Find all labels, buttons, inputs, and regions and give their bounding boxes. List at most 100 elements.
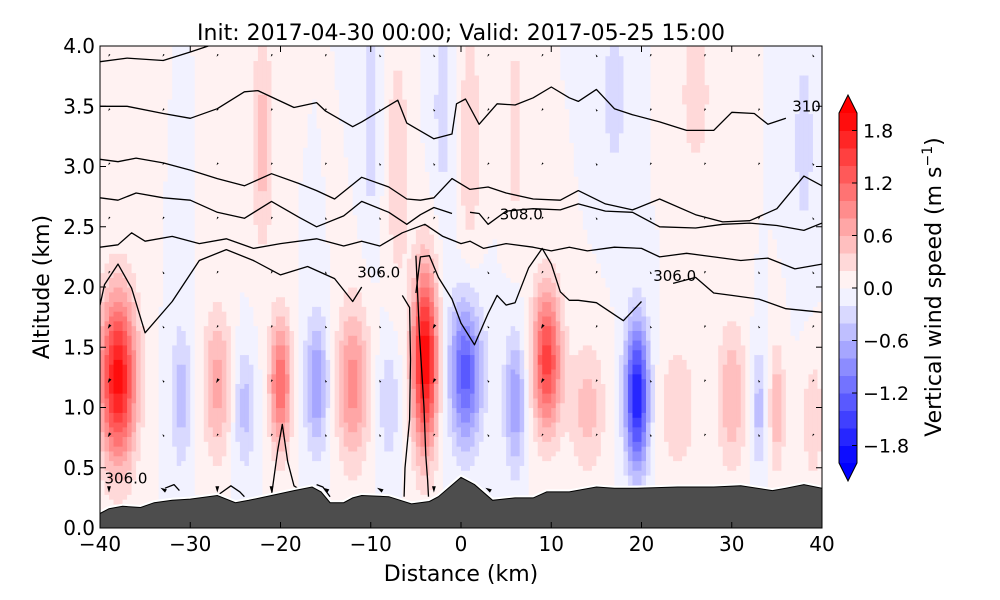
field-cell (474, 205, 480, 269)
field-cell (470, 393, 476, 413)
wind-vector (487, 162, 490, 166)
field-cell (334, 46, 340, 90)
field-cell (754, 46, 760, 254)
field-cell (758, 46, 764, 221)
field-cell (461, 388, 467, 409)
field-cell (605, 46, 611, 57)
field-cell (348, 46, 354, 187)
field-cell (429, 301, 435, 317)
wind-vector (324, 271, 328, 275)
field-cell (515, 373, 521, 433)
theta-contour-306 (164, 483, 180, 492)
field-cell (470, 287, 476, 307)
field-cell (244, 354, 250, 384)
field-cell (578, 46, 584, 211)
field-cell (136, 421, 142, 462)
field-cell (555, 402, 561, 423)
field-cell (573, 354, 579, 457)
field-cell (433, 306, 440, 336)
field-cell (515, 46, 521, 62)
field-cell (803, 209, 810, 322)
field-cell (307, 344, 313, 423)
field-cell (212, 359, 218, 409)
colorbar-tick-label: 1.8 (863, 121, 893, 143)
field-cell (388, 233, 394, 322)
field-cell (388, 359, 394, 452)
field-cell (555, 378, 561, 404)
wind-vector (324, 162, 328, 166)
field-cell (109, 364, 115, 394)
wind-vector (758, 271, 761, 275)
field-cell (546, 441, 552, 462)
field-cell (357, 446, 363, 476)
theta-contour-306 (672, 276, 822, 313)
field-cell (632, 330, 638, 341)
theta-contour-306 (100, 248, 363, 334)
field-cell (393, 262, 399, 331)
field-cell (506, 335, 512, 365)
field-cell (388, 99, 394, 235)
field-cell (275, 407, 282, 423)
field-cell (745, 46, 751, 528)
field-cell (393, 431, 399, 528)
field-cell (542, 46, 548, 259)
field-cell (537, 46, 543, 264)
wind-vector (812, 108, 815, 112)
field-cell (122, 450, 128, 462)
field-cell (235, 325, 241, 384)
colorbar-tick-label: 0.0 (863, 278, 893, 300)
field-cell (366, 441, 372, 528)
field-cell (727, 320, 733, 351)
field-cell (691, 46, 697, 153)
field-cell (465, 450, 471, 471)
field-cell (627, 330, 634, 346)
field-cell (447, 436, 453, 528)
field-cell (591, 426, 597, 466)
field-cell (127, 470, 133, 495)
field-cell (569, 46, 575, 143)
field-cell (636, 349, 643, 365)
field-cell (325, 407, 331, 524)
field-cell (420, 142, 426, 225)
field-cell (812, 306, 819, 370)
field-cell (578, 209, 584, 351)
field-cell (582, 378, 588, 438)
field-cell (303, 340, 309, 428)
field-cell (542, 393, 548, 404)
field-cell (406, 330, 412, 380)
field-cell (122, 253, 128, 278)
field-cell (677, 354, 683, 462)
field-cell (312, 417, 318, 438)
field-cell (646, 46, 652, 317)
field-cell (537, 407, 543, 418)
field-cell (109, 479, 115, 500)
field-cell (181, 460, 187, 528)
wind-vector (812, 433, 815, 437)
field-cell (158, 46, 164, 307)
wind-vector (216, 53, 219, 57)
wind-vector (162, 108, 165, 112)
colorbar-segment (839, 445, 857, 464)
plot-area: 306.0 306.0 308.0 306.0 310 (100, 46, 822, 528)
field-cell (627, 412, 634, 433)
field-cell (217, 301, 223, 331)
field-cell (280, 450, 286, 471)
field-cell (244, 46, 250, 298)
wind-vector (541, 53, 544, 57)
wind-vector (541, 162, 544, 166)
colorbar-segment (839, 410, 857, 429)
field-cell (659, 46, 665, 528)
field-cell (424, 431, 431, 447)
field-cell (537, 330, 543, 356)
field-cell (122, 364, 128, 394)
field-cell (104, 287, 110, 303)
field-cell (519, 46, 525, 298)
colorbar-segment (839, 148, 857, 166)
field-cell (632, 320, 638, 331)
field-cell (461, 436, 467, 452)
field-cell (546, 426, 552, 442)
field-cell (596, 46, 602, 264)
field-cell (131, 402, 137, 433)
field-cell (799, 209, 805, 331)
field-cell (118, 431, 124, 447)
